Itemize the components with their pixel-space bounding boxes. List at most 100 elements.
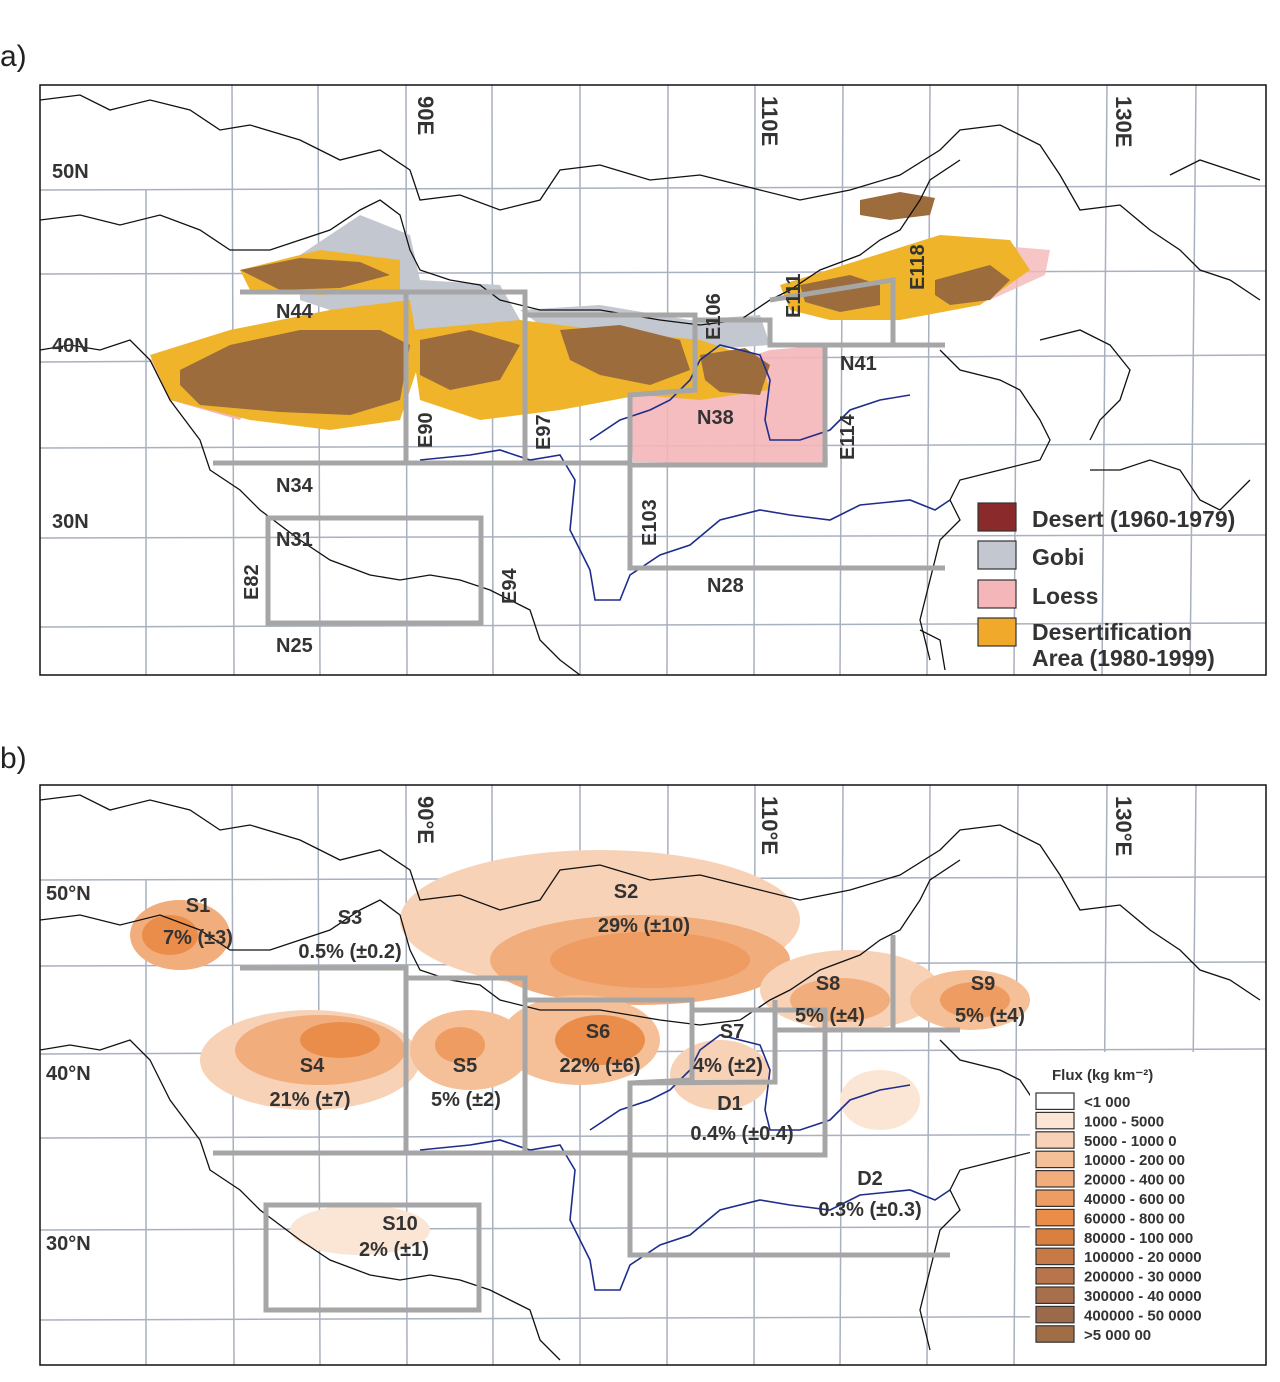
flux-legend-swatch	[1035, 1266, 1075, 1285]
source-s5-share: 5% (±2)	[431, 1089, 501, 1111]
flux-legend-label: <1 000	[1084, 1094, 1130, 1111]
legend-loess-label: Loess	[1032, 583, 1098, 609]
label-n44: N44	[276, 301, 314, 323]
source-s8-id: S8	[816, 973, 840, 995]
source-s9-share: 5% (±4)	[955, 1005, 1025, 1027]
panel-a-graticule	[40, 85, 1266, 675]
source-s9-id: S9	[971, 973, 995, 995]
panel-b-borders	[40, 794, 1261, 1361]
label-n31: N31	[276, 529, 313, 551]
source-s5-id: S5	[453, 1055, 477, 1077]
source-s10-share: 2% (±1)	[359, 1239, 429, 1261]
source-s3-id: S3	[338, 907, 362, 929]
flux-legend-swatch	[1035, 1286, 1075, 1304]
source-s7-share: 4% (±2)	[693, 1055, 763, 1077]
legend-gobi-swatch	[977, 540, 1017, 570]
legend-loess-swatch	[977, 579, 1017, 609]
legend-desert-label: Desert (1960-1979)	[1032, 506, 1235, 532]
source-s2-share: 29% (±10)	[598, 915, 690, 937]
label-n41: N41	[840, 353, 877, 375]
lat-40n-label: 40°N	[46, 1063, 91, 1085]
flux-legend-label: 10000 - 200 00	[1084, 1152, 1185, 1169]
label-n38: N38	[697, 407, 734, 429]
label-e82: E82	[241, 564, 263, 600]
flux-legend-label: 200000 - 30 0000	[1084, 1269, 1202, 1286]
flux-legend-label: 100000 - 20 0000	[1084, 1249, 1202, 1266]
lon-90e-label: 90°E	[413, 796, 438, 844]
source-d2-share: 0.3% (±0.3)	[818, 1199, 921, 1221]
flux-legend-swatch	[1035, 1169, 1075, 1188]
label-e94: E94	[499, 568, 521, 604]
label-n34: N34	[276, 475, 314, 497]
flux-legend-swatch	[1035, 1247, 1075, 1266]
lon-110e-label: 110°E	[757, 796, 782, 855]
lon-110-label: 110E	[757, 96, 782, 146]
flux-legend-swatch	[1035, 1325, 1075, 1343]
panel-b-letter: b)	[0, 742, 27, 775]
panel-a-legend: Desert (1960-1979) Gobi Loess Desertific…	[977, 502, 1235, 671]
legend-desertification-swatch	[977, 617, 1017, 647]
label-e118: E118	[907, 244, 929, 290]
legend-desertification-label: Desertification	[1032, 619, 1192, 645]
panel-b-legend: Flux (kg km⁻²) <1 000 1000 - 5000 5000 - 1…	[1030, 1052, 1266, 1365]
panel-b-rivers	[419, 1034, 951, 1291]
panel-b-frame	[39, 784, 1267, 1366]
source-s4-share: 21% (±7)	[269, 1089, 350, 1111]
source-s8-share: 5% (±4)	[795, 1005, 865, 1027]
lat-40-label: 40N	[52, 335, 89, 357]
label-e114: E114	[837, 414, 859, 460]
panel-a-letter: a)	[0, 40, 27, 73]
source-s6-share: 22% (±6)	[559, 1055, 640, 1077]
label-e106: E106	[703, 293, 725, 340]
flux-legend-label: 1000 - 5000	[1084, 1113, 1164, 1130]
flux-legend-title: Flux (kg km⁻²)	[1052, 1067, 1153, 1084]
flux-legend-label: >5 000 00	[1084, 1327, 1151, 1344]
source-s2-id: S2	[614, 881, 638, 903]
lat-30-label: 30N	[52, 511, 89, 533]
flux-legend-label: 400000 - 50 0000	[1084, 1307, 1202, 1324]
flux-legend-swatch	[1035, 1150, 1075, 1169]
flux-legend-label: 80000 - 100 000	[1084, 1230, 1193, 1247]
flux-legend-swatch	[1035, 1111, 1075, 1130]
source-s7-id: S7	[720, 1021, 744, 1043]
label-n28: N28	[707, 575, 744, 597]
flux-legend-swatch	[1035, 1208, 1075, 1227]
flux-legend-swatch	[1035, 1092, 1075, 1110]
source-s3-share: 0.5% (±0.2)	[298, 941, 401, 963]
flux-legend-swatch	[1035, 1131, 1075, 1149]
panel-a-rivers	[419, 344, 951, 601]
source-d1-share: 0.4% (±0.4)	[690, 1123, 793, 1145]
panel-a-region-labels: N44 N34 N31 N25 N38 N41 N28 E82 E90 E94 …	[241, 244, 929, 657]
panel-b-graticule-labels: 50°N 40°N 30°N 90°E 110°E 130°E	[46, 796, 1136, 1255]
source-s1-id: S1	[186, 895, 210, 917]
label-e103: E103	[639, 499, 661, 546]
source-d1-id: D1	[717, 1093, 743, 1115]
flux-legend-label: 60000 - 800 00	[1084, 1210, 1185, 1227]
panel-b-source-labels: S1 7% (±3) S2 29% (±10) S3 0.5% (±0.2) S…	[163, 881, 1025, 1261]
lat-30n-label: 30°N	[46, 1233, 91, 1255]
lon-130-label: 130E	[1111, 96, 1136, 147]
label-e90: E90	[415, 412, 437, 448]
panel-a-borders	[40, 94, 1261, 675]
lon-130e-label: 130°E	[1111, 796, 1136, 856]
source-s10-id: S10	[382, 1213, 418, 1235]
legend-gobi-label: Gobi	[1032, 544, 1084, 570]
lon-90-label: 90E	[413, 96, 438, 135]
lat-50-label: 50N	[52, 161, 89, 183]
flux-legend-swatch	[1035, 1228, 1075, 1246]
flux-legend-swatch	[1035, 1189, 1075, 1207]
source-s4-id: S4	[300, 1055, 325, 1077]
flux-legend-swatch	[1035, 1305, 1075, 1324]
flux-legend-label: 20000 - 400 00	[1084, 1172, 1185, 1189]
label-e111: E111	[783, 273, 805, 318]
legend-desert-swatch	[977, 502, 1017, 532]
source-s1-share: 7% (±3)	[163, 927, 233, 949]
panel-b-flux-field	[130, 850, 1030, 1255]
flux-legend-label: 5000 - 1000 0	[1084, 1133, 1177, 1150]
legend-desertification-period: Area (1980-1999)	[1032, 645, 1215, 671]
panel-a-surface-types	[150, 192, 1050, 465]
flux-legend-label: 300000 - 40 0000	[1084, 1288, 1202, 1305]
source-d2-id: D2	[857, 1168, 883, 1190]
panel-a-frame	[39, 84, 1267, 676]
